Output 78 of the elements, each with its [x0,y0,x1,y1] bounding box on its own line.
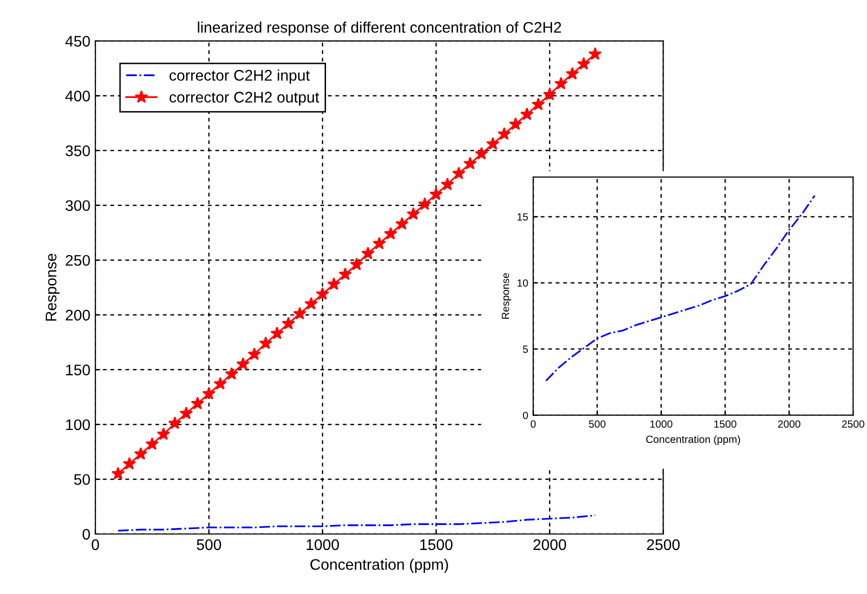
x-tick-label: 1500 [420,539,452,550]
chart-title: linearized response of different concentration of C2H2 [198,22,562,36]
x-tick-label: 500 [588,420,606,428]
y-tick-label: 100 [66,419,90,430]
point [236,357,250,370]
point [464,156,477,170]
y-tick-label: 150 [66,364,90,376]
y-axis-title: Response [46,254,60,321]
point [134,447,148,460]
point [532,98,545,110]
point [180,406,193,420]
point [372,236,386,250]
point [146,437,159,450]
y-axis-title: Response [502,273,512,319]
point [429,187,443,200]
y-tick-label: 250 [66,254,90,266]
point [304,296,318,310]
point [554,76,568,90]
point [508,117,522,130]
y-tick-label: 450 [65,36,90,47]
y-tick-label: 0 [82,528,90,540]
point [486,137,500,150]
y-tick-label: 400 [65,90,90,102]
point [338,267,352,280]
point [214,376,227,390]
x-tick-label: 1500 [714,420,736,428]
point [282,316,296,330]
point [316,287,330,300]
legend-label: corrector C2H2 output [170,92,320,106]
x-tick-label: 0 [530,420,536,428]
y-tick-label: 200 [66,310,90,321]
point [259,336,272,350]
point [327,277,341,290]
x-tick-label: 2500 [647,539,680,550]
point [293,306,306,320]
y-tick-label: 15 [518,213,528,221]
point [395,217,409,230]
x-tick-label: 500 [196,539,222,550]
point [122,456,136,470]
y-tick-label: 350 [66,145,90,156]
point [498,127,511,140]
point [384,226,398,240]
legend-label: corrector C2H2 input [170,70,310,84]
point [361,246,375,260]
point [452,166,466,180]
point [543,88,556,100]
point [406,207,420,220]
x-tick-label: 1000 [306,539,339,550]
y-tick-label: 0 [522,412,528,420]
y-tick-label: 50 [74,474,90,485]
x-axis-title: Concentration (ppm) [310,558,448,573]
point [248,347,262,360]
line-series [117,514,596,532]
x-tick-label: 2500 [842,420,864,428]
point [168,416,182,430]
point [156,427,170,440]
point [440,178,454,190]
line-series [545,194,816,382]
point [474,146,488,160]
x-tick-label: 0 [92,539,100,550]
x-tick-label: 2000 [533,539,566,550]
point [202,386,216,400]
x-tick-label: 1000 [650,420,672,428]
y-tick-label: 5 [522,346,528,353]
point [588,47,602,60]
point [520,107,534,120]
x-tick-label: 2000 [778,420,800,428]
x-axis-title: Concentration (ppm) [646,435,740,446]
point [577,57,590,70]
y-tick-label: 300 [66,200,90,212]
point [111,466,125,480]
point [225,367,238,380]
point [350,258,364,270]
point [270,326,284,340]
point [190,396,204,410]
y-tick-label: 10 [518,279,528,287]
point [566,66,580,80]
point [418,197,432,210]
